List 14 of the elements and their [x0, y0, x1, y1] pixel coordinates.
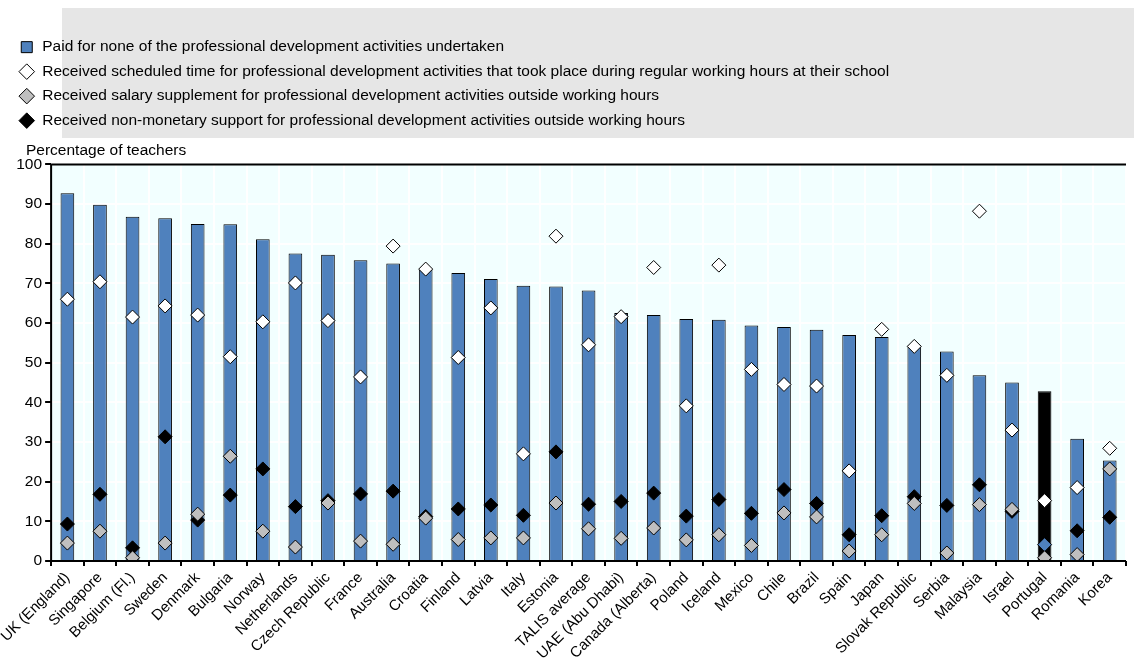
y-tick-label: 40 — [24, 392, 43, 410]
y-tick-label: 30 — [24, 432, 43, 450]
y-tick-label: 60 — [24, 313, 43, 331]
y-tick-label: 70 — [24, 273, 43, 291]
legend-label: Received salary supplement for professional development activities outside working hours — [42, 86, 660, 104]
y-tick-label: 80 — [24, 233, 43, 251]
y-tick-label: 20 — [24, 471, 43, 489]
y-tick-label: 0 — [33, 551, 43, 569]
y-tick-label: 50 — [24, 352, 43, 370]
legend-label: Received scheduled time for professional development activities that took place during regular working hours at their school — [42, 61, 890, 79]
legend-label: Paid for none of the professional development activities undertaken — [42, 37, 505, 55]
y-tick-label: 10 — [24, 511, 43, 529]
legend-label: Received non-monetary support for professional development activities outside working hours — [42, 110, 686, 128]
y-tick-label: 90 — [24, 194, 43, 212]
